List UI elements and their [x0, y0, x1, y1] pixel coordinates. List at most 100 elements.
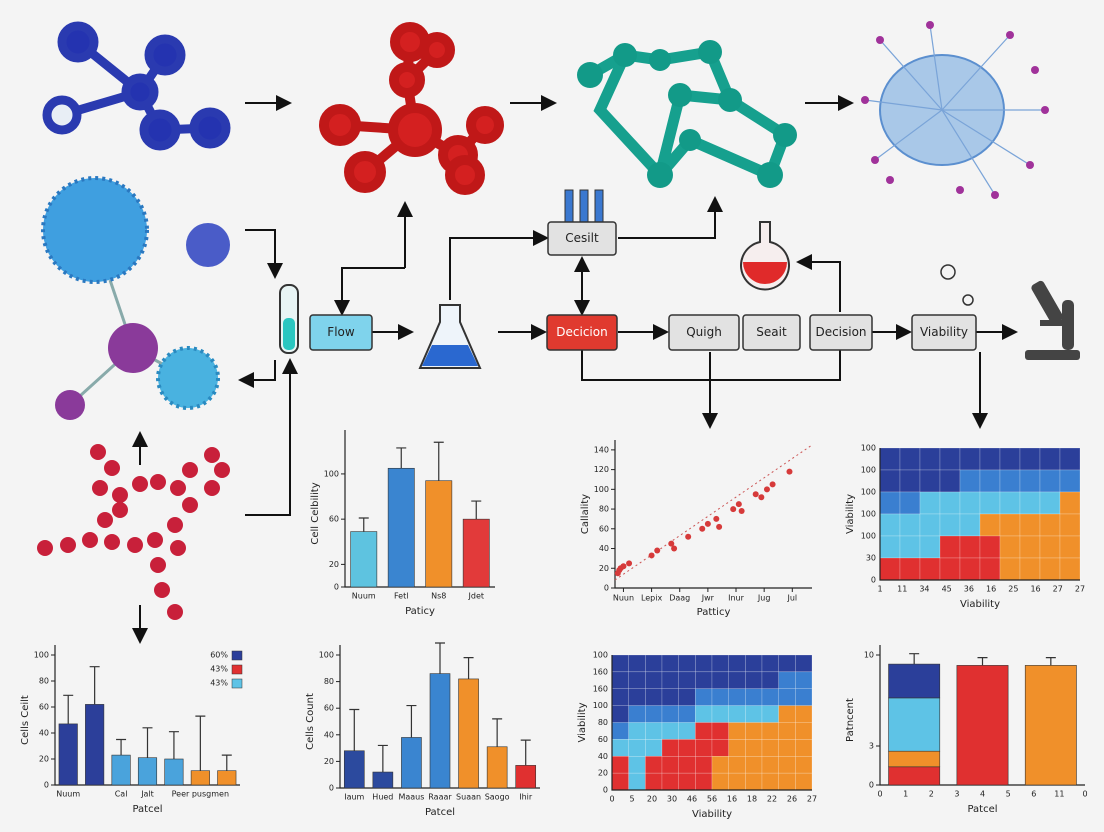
heat-cell	[661, 756, 679, 774]
bar	[387, 467, 415, 588]
y-axis-label: Callality	[580, 494, 591, 534]
bar	[458, 678, 479, 789]
y-tick-label: 100	[861, 532, 876, 541]
heat-cell	[919, 557, 941, 581]
y-axis-label: Cells Count	[305, 693, 316, 750]
heat-cell	[628, 688, 646, 706]
heat-cell	[939, 447, 961, 471]
heat-cell	[728, 705, 746, 723]
y-tick-label: 80	[599, 505, 609, 514]
heat-cell	[745, 671, 763, 689]
x-axis-label: Patticy	[697, 607, 731, 618]
heat-cell	[778, 688, 796, 706]
error-bar	[909, 653, 920, 665]
heat-cell	[999, 513, 1021, 537]
x-tick-label: 26	[787, 795, 797, 804]
heat-cell	[959, 469, 981, 493]
heat-cell	[695, 688, 713, 706]
x-tick-label: Jdet	[468, 592, 485, 601]
y-tick-label: 80	[598, 718, 608, 727]
heat-cell	[661, 654, 679, 673]
point	[704, 520, 711, 527]
heat-cell	[728, 671, 746, 689]
y-tick-label: 160	[593, 667, 608, 676]
x-tick-label: Daag	[669, 594, 690, 603]
heat-cell	[628, 756, 646, 774]
y-tick-label: 60	[598, 735, 608, 744]
x-tick-label: 3	[954, 790, 959, 799]
flow-node	[911, 314, 977, 351]
y-tick-label: 80	[324, 677, 334, 686]
heat-cell	[795, 772, 813, 791]
heat-cell	[778, 756, 796, 774]
y-tick-label: 160	[593, 684, 608, 693]
error-bar	[168, 731, 179, 759]
point	[735, 501, 742, 508]
heat-cell	[1039, 513, 1061, 537]
bar	[343, 750, 365, 789]
heat-cell	[628, 739, 646, 757]
x-tick-label: 1	[903, 790, 908, 799]
heat-cell	[678, 722, 696, 740]
error-bar	[63, 694, 74, 724]
bar	[401, 737, 422, 789]
heat-cell	[611, 654, 629, 673]
x-tick-label: 25	[1008, 585, 1018, 594]
flow-node	[546, 314, 618, 351]
x-tick-label: Ns8	[431, 592, 446, 601]
heat-cell	[778, 654, 796, 673]
x-axis-label: Paticy	[405, 606, 435, 617]
x-tick-label: 30	[667, 795, 677, 804]
y-tick-label: 100	[324, 469, 339, 478]
heat-cell	[899, 491, 921, 515]
heat-cell	[1039, 557, 1061, 581]
heat-cell	[795, 756, 813, 774]
x-tick-label: 27	[807, 795, 817, 804]
heat-cell	[1039, 469, 1061, 493]
x-tick-label: 4	[980, 790, 985, 799]
x-tick-label: 6	[1031, 790, 1036, 799]
point	[769, 481, 776, 488]
node-label: Viability	[920, 325, 968, 339]
heat-cell	[611, 739, 629, 757]
heat-cell	[939, 491, 961, 515]
heat-cell	[745, 654, 763, 673]
heat-cell	[919, 513, 941, 537]
x-tick-label: Iaum	[344, 793, 364, 802]
heat-cell	[695, 654, 713, 673]
y-axis-label: Cell Celbility	[310, 482, 321, 544]
bar	[58, 723, 78, 786]
error-bar	[492, 718, 503, 747]
heat-cell	[795, 671, 813, 689]
heat-cell	[711, 722, 729, 740]
x-tick-label: 0	[609, 795, 614, 804]
heat-cell	[959, 513, 981, 537]
bar	[164, 758, 184, 786]
heat-cell	[678, 688, 696, 706]
node-label: Flow	[327, 325, 355, 339]
point	[654, 547, 661, 554]
point	[648, 552, 655, 559]
cells	[41, 176, 230, 420]
x-tick-label: 46	[687, 795, 697, 804]
heat-cell	[711, 772, 729, 791]
heat-cell	[959, 557, 981, 581]
heat-cell	[778, 705, 796, 723]
error-bar	[435, 642, 445, 674]
x-axis-label: Patcel	[425, 807, 455, 818]
flow-node	[309, 314, 373, 351]
y-axis-label: Viability	[845, 494, 856, 534]
heat-cell	[661, 722, 679, 740]
point	[671, 545, 678, 552]
heat-cell	[1059, 557, 1081, 581]
heat-cell	[1019, 513, 1041, 537]
x-tick-label: 5	[1006, 790, 1011, 799]
heat-cell	[745, 772, 763, 791]
heat-cell	[711, 688, 729, 706]
heat-cell	[778, 772, 796, 791]
x-tick-label: 27	[1053, 585, 1063, 594]
error-bar	[358, 517, 369, 532]
y-tick-label: 0	[44, 781, 49, 790]
x-tick-label: 22	[767, 795, 777, 804]
